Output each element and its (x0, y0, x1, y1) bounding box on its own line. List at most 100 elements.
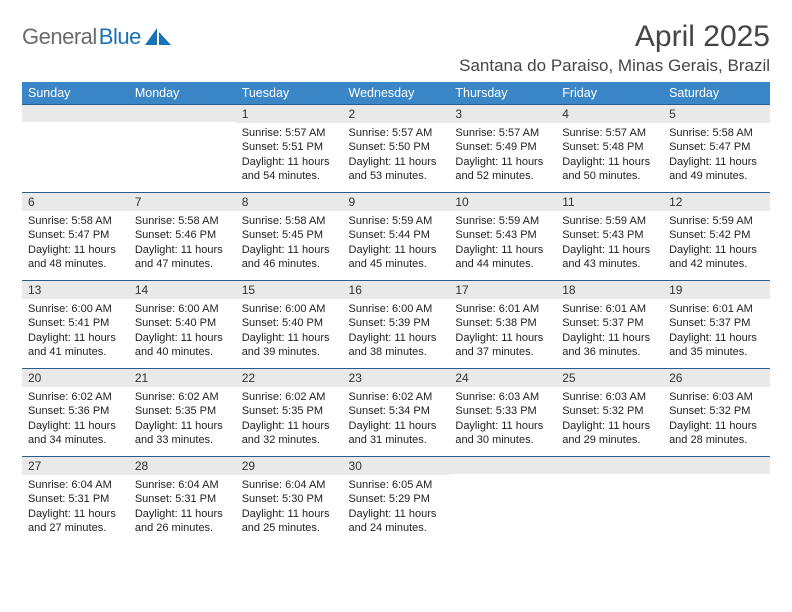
calendar-week-row: 1Sunrise: 5:57 AM Sunset: 5:51 PM Daylig… (22, 104, 770, 192)
weekday-header: Thursday (449, 82, 556, 104)
day-number: 24 (449, 368, 556, 387)
day-details: Sunrise: 6:04 AM Sunset: 5:30 PM Dayligh… (236, 475, 343, 537)
day-number: 6 (22, 192, 129, 211)
day-number: 4 (556, 104, 663, 123)
calendar-cell: 3Sunrise: 5:57 AM Sunset: 5:49 PM Daylig… (449, 104, 556, 192)
day-number: 15 (236, 280, 343, 299)
calendar-cell: 19Sunrise: 6:01 AM Sunset: 5:37 PM Dayli… (663, 280, 770, 368)
weekday-header: Sunday (22, 82, 129, 104)
calendar-cell: 6Sunrise: 5:58 AM Sunset: 5:47 PM Daylig… (22, 192, 129, 280)
day-details: Sunrise: 5:59 AM Sunset: 5:43 PM Dayligh… (556, 211, 663, 273)
day-details: Sunrise: 6:01 AM Sunset: 5:37 PM Dayligh… (556, 299, 663, 361)
day-number: 16 (343, 280, 450, 299)
day-number: 22 (236, 368, 343, 387)
day-number: 8 (236, 192, 343, 211)
day-number: 29 (236, 456, 343, 475)
day-details: Sunrise: 5:59 AM Sunset: 5:44 PM Dayligh… (343, 211, 450, 273)
calendar-cell: 8Sunrise: 5:58 AM Sunset: 5:45 PM Daylig… (236, 192, 343, 280)
location-subtitle: Santana do Paraiso, Minas Gerais, Brazil (459, 56, 770, 76)
calendar-cell: 25Sunrise: 6:03 AM Sunset: 5:32 PM Dayli… (556, 368, 663, 456)
calendar-cell: 5Sunrise: 5:58 AM Sunset: 5:47 PM Daylig… (663, 104, 770, 192)
calendar-cell: 18Sunrise: 6:01 AM Sunset: 5:37 PM Dayli… (556, 280, 663, 368)
logo: General Blue (22, 24, 171, 50)
calendar-cell: 29Sunrise: 6:04 AM Sunset: 5:30 PM Dayli… (236, 456, 343, 544)
day-details: Sunrise: 6:01 AM Sunset: 5:38 PM Dayligh… (449, 299, 556, 361)
day-number: 3 (449, 104, 556, 123)
calendar-cell: 17Sunrise: 6:01 AM Sunset: 5:38 PM Dayli… (449, 280, 556, 368)
day-number: 5 (663, 104, 770, 123)
day-details: Sunrise: 6:02 AM Sunset: 5:35 PM Dayligh… (236, 387, 343, 449)
calendar-cell (449, 456, 556, 544)
day-details: Sunrise: 6:03 AM Sunset: 5:33 PM Dayligh… (449, 387, 556, 449)
calendar-week-row: 6Sunrise: 5:58 AM Sunset: 5:47 PM Daylig… (22, 192, 770, 280)
day-number: 13 (22, 280, 129, 299)
day-number: 10 (449, 192, 556, 211)
day-details: Sunrise: 5:58 AM Sunset: 5:47 PM Dayligh… (22, 211, 129, 273)
day-details: Sunrise: 5:57 AM Sunset: 5:48 PM Dayligh… (556, 123, 663, 185)
calendar-cell: 14Sunrise: 6:00 AM Sunset: 5:40 PM Dayli… (129, 280, 236, 368)
day-number: 25 (556, 368, 663, 387)
weekday-header: Tuesday (236, 82, 343, 104)
calendar-week-row: 13Sunrise: 6:00 AM Sunset: 5:41 PM Dayli… (22, 280, 770, 368)
calendar-cell: 12Sunrise: 5:59 AM Sunset: 5:42 PM Dayli… (663, 192, 770, 280)
calendar-week-row: 20Sunrise: 6:02 AM Sunset: 5:36 PM Dayli… (22, 368, 770, 456)
calendar-cell: 10Sunrise: 5:59 AM Sunset: 5:43 PM Dayli… (449, 192, 556, 280)
day-details: Sunrise: 5:58 AM Sunset: 5:45 PM Dayligh… (236, 211, 343, 273)
calendar-table: Sunday Monday Tuesday Wednesday Thursday… (22, 82, 770, 544)
day-number (22, 104, 129, 122)
day-details: Sunrise: 5:57 AM Sunset: 5:49 PM Dayligh… (449, 123, 556, 185)
day-number: 21 (129, 368, 236, 387)
day-details: Sunrise: 6:03 AM Sunset: 5:32 PM Dayligh… (663, 387, 770, 449)
day-details: Sunrise: 6:02 AM Sunset: 5:36 PM Dayligh… (22, 387, 129, 449)
day-details: Sunrise: 6:00 AM Sunset: 5:40 PM Dayligh… (129, 299, 236, 361)
day-details: Sunrise: 5:59 AM Sunset: 5:42 PM Dayligh… (663, 211, 770, 273)
calendar-cell (556, 456, 663, 544)
day-number: 7 (129, 192, 236, 211)
calendar-cell: 26Sunrise: 6:03 AM Sunset: 5:32 PM Dayli… (663, 368, 770, 456)
logo-text-2: Blue (99, 24, 141, 50)
calendar-cell: 13Sunrise: 6:00 AM Sunset: 5:41 PM Dayli… (22, 280, 129, 368)
page-title: April 2025 (459, 20, 770, 54)
day-number (663, 456, 770, 474)
day-details: Sunrise: 6:02 AM Sunset: 5:34 PM Dayligh… (343, 387, 450, 449)
day-number (129, 104, 236, 122)
calendar-cell: 23Sunrise: 6:02 AM Sunset: 5:34 PM Dayli… (343, 368, 450, 456)
calendar-cell: 21Sunrise: 6:02 AM Sunset: 5:35 PM Dayli… (129, 368, 236, 456)
day-number: 27 (22, 456, 129, 475)
calendar-cell: 9Sunrise: 5:59 AM Sunset: 5:44 PM Daylig… (343, 192, 450, 280)
day-details: Sunrise: 6:02 AM Sunset: 5:35 PM Dayligh… (129, 387, 236, 449)
day-number: 26 (663, 368, 770, 387)
day-number: 30 (343, 456, 450, 475)
calendar-week-row: 27Sunrise: 6:04 AM Sunset: 5:31 PM Dayli… (22, 456, 770, 544)
day-details: Sunrise: 6:05 AM Sunset: 5:29 PM Dayligh… (343, 475, 450, 537)
day-number: 1 (236, 104, 343, 123)
day-number: 11 (556, 192, 663, 211)
calendar-cell: 27Sunrise: 6:04 AM Sunset: 5:31 PM Dayli… (22, 456, 129, 544)
day-number (556, 456, 663, 474)
calendar-cell: 1Sunrise: 5:57 AM Sunset: 5:51 PM Daylig… (236, 104, 343, 192)
calendar-cell: 7Sunrise: 5:58 AM Sunset: 5:46 PM Daylig… (129, 192, 236, 280)
calendar-cell: 30Sunrise: 6:05 AM Sunset: 5:29 PM Dayli… (343, 456, 450, 544)
weekday-header: Wednesday (343, 82, 450, 104)
calendar-cell: 22Sunrise: 6:02 AM Sunset: 5:35 PM Dayli… (236, 368, 343, 456)
day-number: 17 (449, 280, 556, 299)
calendar-cell (129, 104, 236, 192)
calendar-cell (663, 456, 770, 544)
day-details: Sunrise: 5:58 AM Sunset: 5:47 PM Dayligh… (663, 123, 770, 185)
calendar-cell: 4Sunrise: 5:57 AM Sunset: 5:48 PM Daylig… (556, 104, 663, 192)
weekday-header: Friday (556, 82, 663, 104)
day-details: Sunrise: 5:57 AM Sunset: 5:51 PM Dayligh… (236, 123, 343, 185)
calendar-cell: 24Sunrise: 6:03 AM Sunset: 5:33 PM Dayli… (449, 368, 556, 456)
day-details: Sunrise: 5:58 AM Sunset: 5:46 PM Dayligh… (129, 211, 236, 273)
calendar-cell: 2Sunrise: 5:57 AM Sunset: 5:50 PM Daylig… (343, 104, 450, 192)
day-number: 28 (129, 456, 236, 475)
day-number: 18 (556, 280, 663, 299)
day-details: Sunrise: 5:59 AM Sunset: 5:43 PM Dayligh… (449, 211, 556, 273)
calendar-cell: 16Sunrise: 6:00 AM Sunset: 5:39 PM Dayli… (343, 280, 450, 368)
day-number: 14 (129, 280, 236, 299)
day-number: 9 (343, 192, 450, 211)
calendar-cell: 20Sunrise: 6:02 AM Sunset: 5:36 PM Dayli… (22, 368, 129, 456)
day-details: Sunrise: 5:57 AM Sunset: 5:50 PM Dayligh… (343, 123, 450, 185)
day-details: Sunrise: 6:00 AM Sunset: 5:40 PM Dayligh… (236, 299, 343, 361)
day-number: 12 (663, 192, 770, 211)
